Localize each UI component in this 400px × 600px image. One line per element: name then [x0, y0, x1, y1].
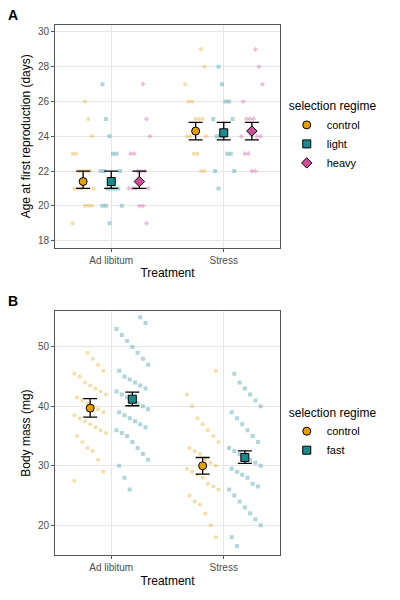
- svg-text:control: control: [327, 425, 360, 437]
- svg-text:24: 24: [38, 131, 50, 142]
- svg-text:A: A: [8, 7, 18, 23]
- svg-text:heavy: heavy: [327, 157, 357, 169]
- svg-text:50: 50: [38, 341, 50, 352]
- svg-text:40: 40: [38, 401, 50, 412]
- svg-text:Stress: Stress: [210, 255, 238, 266]
- svg-text:Ad libitum: Ad libitum: [89, 255, 133, 266]
- svg-text:30: 30: [38, 26, 50, 37]
- svg-text:fast: fast: [327, 444, 345, 456]
- svg-text:22: 22: [38, 166, 50, 177]
- svg-text:Treatment: Treatment: [140, 574, 195, 588]
- svg-text:20: 20: [38, 520, 50, 531]
- svg-text:control: control: [327, 119, 360, 131]
- svg-text:selection regime: selection regime: [289, 406, 377, 420]
- svg-text:20: 20: [38, 200, 50, 211]
- svg-text:18: 18: [38, 235, 50, 246]
- svg-text:Stress: Stress: [210, 562, 238, 573]
- svg-text:B: B: [8, 293, 18, 309]
- svg-text:light: light: [327, 138, 347, 150]
- svg-text:selection regime: selection regime: [289, 99, 377, 113]
- svg-text:28: 28: [38, 61, 50, 72]
- svg-text:30: 30: [38, 460, 50, 471]
- svg-text:Body mass (mg): Body mass (mg): [19, 389, 33, 476]
- svg-text:Age at first reproduction (day: Age at first reproduction (days): [19, 54, 33, 218]
- svg-text:Treatment: Treatment: [140, 266, 195, 280]
- svg-text:Ad libitum: Ad libitum: [89, 562, 133, 573]
- svg-text:26: 26: [38, 96, 50, 107]
